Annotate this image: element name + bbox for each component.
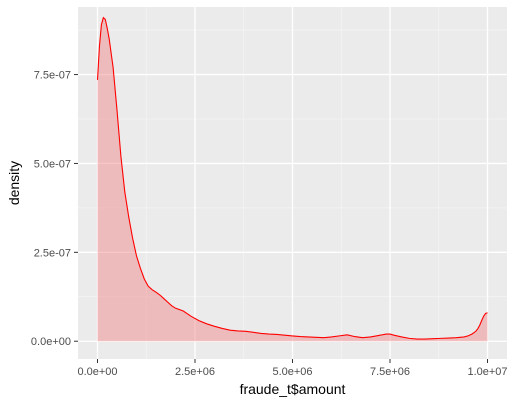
x-axis-label: fraude_t$amount (240, 381, 346, 397)
x-tick-label: 5.0e+06 (272, 366, 312, 378)
x-tick-label: 2.5e+06 (175, 366, 215, 378)
density-line (96, 16, 488, 340)
x-tick-label: 0.0e+00 (77, 366, 117, 378)
x-axis: 0.0e+00 2.5e+06 5.0e+06 7.5e+06 1.0e+07 (77, 359, 508, 378)
y-tick-label: 5.0e-07 (34, 158, 71, 170)
y-tick-label: 7.5e-07 (34, 70, 71, 82)
y-tick-label: 2.5e-07 (34, 247, 71, 259)
y-axis: 0.0e+00 2.5e-07 5.0e-07 7.5e-07 (31, 70, 78, 348)
y-axis-label: density (6, 161, 22, 205)
x-tick-label: 7.5e+06 (370, 366, 410, 378)
major-gridlines (78, 7, 507, 359)
x-tick-label: 1.0e+07 (467, 366, 507, 378)
density-area (97, 17, 488, 342)
y-tick-label: 0.0e+00 (31, 336, 71, 348)
